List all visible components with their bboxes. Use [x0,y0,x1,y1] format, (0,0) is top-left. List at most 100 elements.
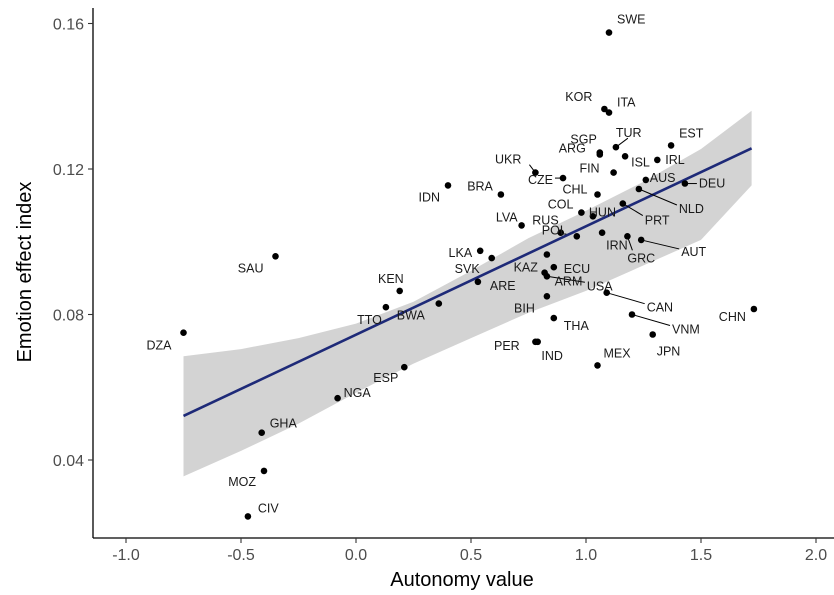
point-lka [476,247,484,255]
leader-vnm [631,314,671,326]
label-col: COL [548,198,574,212]
x-tick-label: 0.0 [345,547,367,564]
label-ita: ITA [617,96,636,110]
confidence-band [183,110,752,477]
label-irn: IRN [606,239,628,253]
x-axis-title: Autonomy value [390,569,533,591]
label-bra: BRA [467,180,493,194]
point-irl [654,156,661,164]
label-hun: HUN [589,205,616,219]
label-chn: CHN [719,310,746,324]
point-kaz [543,251,551,258]
y-tick-label: 0.16 [53,17,84,34]
point-svk [488,254,496,262]
label-swe: SWE [617,13,645,27]
point-col [578,209,585,216]
x-tick-label: 1.5 [690,547,712,564]
point-idn [444,182,452,189]
label-dza: DZA [147,339,173,353]
point-bra [497,191,505,198]
point-chn [750,305,758,313]
label-pol: POL [542,223,567,237]
label-prt: PRT [645,214,670,228]
label-tur: TUR [616,126,642,140]
label-lka: LKA [449,246,473,260]
label-nld: NLD [679,202,704,216]
point-rus [557,229,564,236]
leader-ukr [529,164,536,173]
regression-line [182,147,753,418]
point-bih [543,293,551,300]
label-jpn: JPN [657,345,681,359]
label-ecu: ECU [564,262,590,276]
label-nga: NGA [344,386,372,400]
point-pol [573,233,581,240]
point-per [534,338,541,346]
leader-prt [622,203,644,216]
label-tha: THA [564,319,590,333]
point-mex [594,362,601,369]
point-est [667,142,675,149]
x-tick-label: 1.0 [575,547,597,564]
point-aut [637,236,645,244]
label-lva: LVA [496,210,518,224]
label-esp: ESP [373,371,398,385]
label-deu: DEU [699,177,725,191]
leader-tur [615,137,629,148]
leader-aut [641,239,680,250]
point-chl [594,191,601,198]
point-arg [596,151,604,158]
points-layer: SWE KOR ITA SGP TUR EST ISL IRL UKR ARG CZE FIN AUS D… [147,13,758,520]
x-tick-label: -1.0 [112,547,140,564]
label-chl: CHL [562,183,587,197]
label-bwa: BWA [397,309,426,323]
point-irn [598,229,606,236]
point-fin [610,169,617,176]
label-moz: MOZ [228,475,256,489]
label-kaz: KAZ [514,261,539,275]
label-grc: GRC [627,251,655,265]
x-tick-label: 2.0 [805,547,827,564]
point-dza [180,329,187,337]
point-hun [589,213,597,220]
label-kor: KOR [565,90,592,104]
point-aus [642,176,650,184]
label-arm: ARM [555,275,583,289]
point-tto [382,303,390,311]
label-can: CAN [647,301,673,315]
label-svk: SVK [455,262,481,276]
point-nld [635,185,643,193]
axes-layer: -1.0 -0.5 0.0 0.5 1.0 1.5 2.0 0.04 0.08 0.12 0.16 [53,8,834,564]
label-est: EST [679,126,704,140]
label-civ: CIV [258,501,280,515]
leader-grc [626,236,633,251]
point-ecu [550,263,558,271]
x-tick-label: -0.5 [227,547,255,564]
label-rus: RUS [532,214,558,228]
point-lva [518,222,525,229]
y-axis-title: Emotion effect index [14,182,36,363]
leader-usa [546,275,585,283]
label-isl: ISL [631,155,650,169]
label-idn: IDN [418,190,440,204]
label-ukr: UKR [495,153,521,167]
point-bwa [435,300,443,307]
point-ita [605,109,613,116]
confidence-band-layer [183,110,752,477]
point-moz [260,467,268,475]
y-tick-label: 0.04 [53,453,84,470]
point-esp [401,363,408,371]
label-arg: ARG [559,142,586,156]
label-cze: CZE [528,173,553,187]
label-ind: IND [541,349,563,363]
point-nga [334,394,341,402]
label-ken: KEN [378,272,404,286]
label-sgp: SGP [570,133,596,147]
label-fin: FIN [579,162,599,176]
point-gha [258,429,266,437]
point-isl [621,153,629,160]
label-bih: BIH [514,301,535,315]
label-per: PER [494,339,520,353]
y-tick-label: 0.12 [53,162,84,179]
